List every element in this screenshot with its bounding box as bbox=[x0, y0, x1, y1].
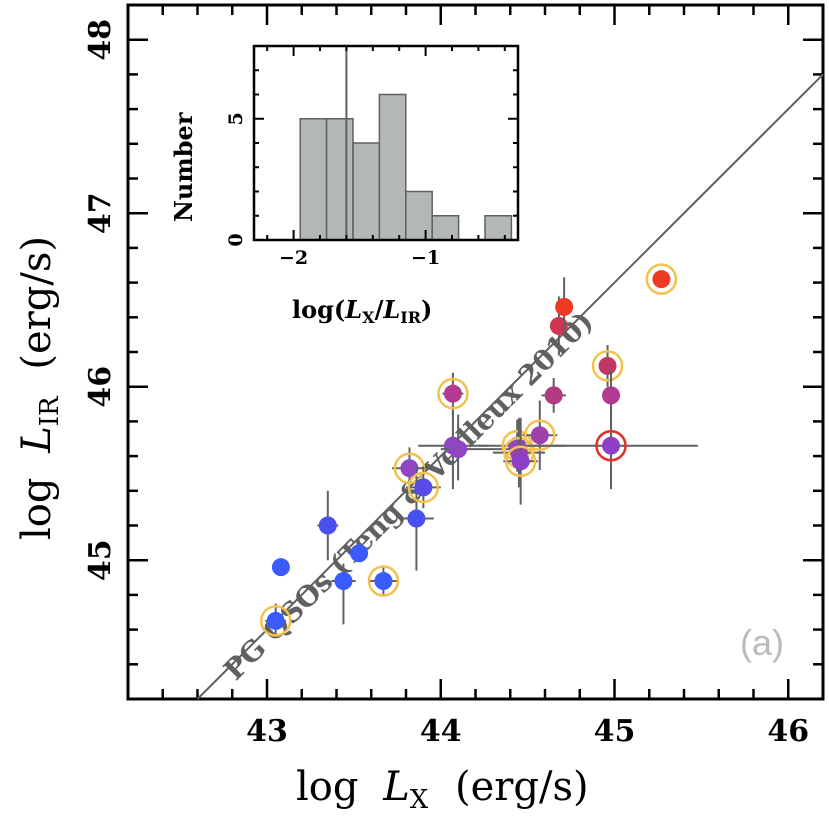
point-ring bbox=[645, 263, 678, 295]
relation-line bbox=[196, 73, 824, 700]
point-marker bbox=[530, 426, 549, 445]
inset-x-label-sub1: X bbox=[362, 308, 375, 327]
data-points bbox=[259, 263, 698, 639]
x-tick-label: 44 bbox=[420, 714, 462, 749]
inset-x-label-log: log( bbox=[292, 295, 345, 324]
panel-label: (a) bbox=[740, 622, 784, 663]
point-marker bbox=[652, 270, 671, 289]
y-tick-label: 47 bbox=[83, 192, 118, 234]
inset-bars bbox=[299, 93, 513, 241]
inset-y-tick-labels: 05 bbox=[225, 112, 247, 246]
main-ticks bbox=[126, 3, 825, 701]
inset-y-tick-label: 5 bbox=[225, 112, 247, 125]
data-point bbox=[331, 563, 356, 625]
inset-x-label-mid: / bbox=[375, 295, 384, 324]
point-marker bbox=[443, 384, 462, 403]
point-ring bbox=[524, 419, 556, 452]
point-marker bbox=[407, 509, 426, 528]
inset-x-label-symbol1: L bbox=[344, 295, 362, 324]
point-marker bbox=[602, 436, 621, 455]
x-tick-labels: 43 44 45 46 bbox=[246, 714, 809, 749]
x-axis-label-unit: (erg/s) bbox=[455, 764, 589, 810]
data-point bbox=[367, 565, 400, 597]
data-point bbox=[522, 400, 558, 470]
histogram-bar bbox=[405, 190, 433, 241]
data-point bbox=[259, 603, 292, 639]
data-point bbox=[591, 345, 624, 387]
point-ring bbox=[595, 429, 627, 462]
y-axis-label-symbol: L bbox=[14, 426, 60, 454]
data-point bbox=[527, 402, 698, 490]
inset-x-tick-label: −2 bbox=[279, 247, 308, 269]
data-point bbox=[440, 414, 511, 481]
x-tick-label: 46 bbox=[767, 714, 809, 749]
histogram-bar bbox=[378, 93, 407, 241]
y-tick-label: 45 bbox=[83, 539, 118, 581]
point-marker bbox=[544, 386, 563, 405]
histogram-bar bbox=[484, 215, 513, 241]
histogram-bar bbox=[431, 215, 460, 241]
inset-histogram: −2 −1 05 log(LX/LIR) Number bbox=[169, 44, 520, 327]
point-ring bbox=[367, 565, 400, 597]
point-marker bbox=[555, 297, 574, 316]
inset-y-axis-label: Number bbox=[169, 112, 198, 222]
point-marker bbox=[449, 440, 468, 459]
data-point bbox=[541, 378, 566, 413]
y-axis-label-log: log bbox=[14, 478, 60, 540]
point-ring bbox=[407, 471, 440, 504]
point-marker bbox=[350, 544, 369, 563]
data-point bbox=[645, 263, 678, 295]
data-point bbox=[271, 558, 290, 577]
y-tick-labels: 45 46 47 48 bbox=[83, 19, 118, 581]
y-axis-label-sub: IR bbox=[35, 395, 65, 426]
data-point bbox=[350, 544, 369, 563]
data-point bbox=[406, 466, 441, 509]
point-marker bbox=[266, 611, 285, 630]
point-ring bbox=[259, 605, 292, 637]
y-tick-label: 48 bbox=[83, 19, 118, 61]
point-ring bbox=[504, 445, 537, 478]
inset-x-tick-labels: −2 −1 bbox=[279, 247, 440, 269]
data-point bbox=[437, 372, 469, 415]
point-marker bbox=[598, 356, 617, 375]
y-tick-label: 46 bbox=[83, 366, 118, 408]
inset-x-label-end: ) bbox=[421, 295, 432, 324]
point-marker bbox=[334, 572, 353, 591]
inset-x-label-sub2: IR bbox=[400, 308, 421, 327]
point-marker bbox=[271, 558, 290, 577]
histogram-bar bbox=[325, 118, 354, 241]
histogram-bar bbox=[352, 142, 381, 241]
point-ring bbox=[437, 377, 469, 410]
point-marker bbox=[400, 459, 419, 478]
point-marker bbox=[374, 572, 393, 591]
point-marker bbox=[414, 478, 433, 497]
inset-ticks bbox=[254, 45, 518, 241]
histogram-bar bbox=[299, 118, 328, 241]
point-marker bbox=[549, 316, 568, 335]
point-marker bbox=[511, 452, 530, 471]
x-tick-label: 45 bbox=[594, 714, 636, 749]
y-axis-label: log LIR (erg/s) bbox=[14, 236, 68, 540]
x-axis-label-sub: X bbox=[410, 785, 429, 815]
y-axis-label-unit: (erg/s) bbox=[14, 236, 60, 370]
x-tick-label: 43 bbox=[246, 714, 288, 749]
data-point bbox=[317, 490, 339, 561]
inset-x-label-symbol2: L bbox=[382, 295, 400, 324]
point-marker bbox=[602, 386, 621, 405]
point-ring bbox=[591, 350, 624, 382]
inset-y-tick-label: 0 bbox=[225, 233, 247, 246]
inset-x-tick-label: −1 bbox=[411, 247, 440, 269]
data-point bbox=[503, 417, 539, 505]
data-point bbox=[555, 277, 574, 337]
x-axis-label: log LX (erg/s) bbox=[296, 764, 589, 818]
inset-x-axis-label: log(LX/LIR) bbox=[292, 295, 432, 327]
x-axis-label-symbol: L bbox=[382, 764, 410, 810]
x-axis-label-log: log bbox=[296, 764, 358, 810]
point-marker bbox=[318, 516, 337, 535]
